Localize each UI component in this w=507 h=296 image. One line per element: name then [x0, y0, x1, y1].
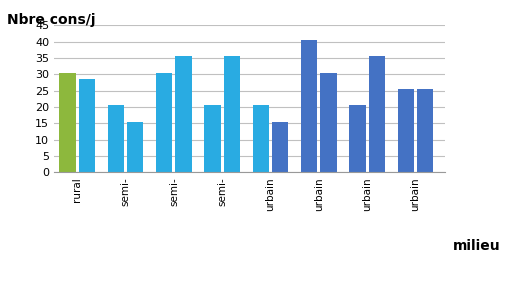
Bar	[272, 122, 288, 173]
Bar	[320, 73, 337, 173]
Bar	[156, 73, 172, 173]
Bar	[349, 105, 366, 173]
Bar	[204, 105, 221, 173]
Bar	[417, 89, 433, 173]
Bar	[127, 122, 143, 173]
Bar	[369, 56, 385, 173]
Text: Nbre cons/j: Nbre cons/j	[7, 13, 96, 28]
Bar	[175, 56, 192, 173]
Bar	[301, 40, 317, 173]
Bar	[79, 79, 95, 173]
Bar	[224, 56, 240, 173]
Bar	[59, 73, 76, 173]
Bar	[108, 105, 124, 173]
Bar	[252, 105, 269, 173]
Text: milieu: milieu	[452, 239, 500, 253]
Bar	[397, 89, 414, 173]
